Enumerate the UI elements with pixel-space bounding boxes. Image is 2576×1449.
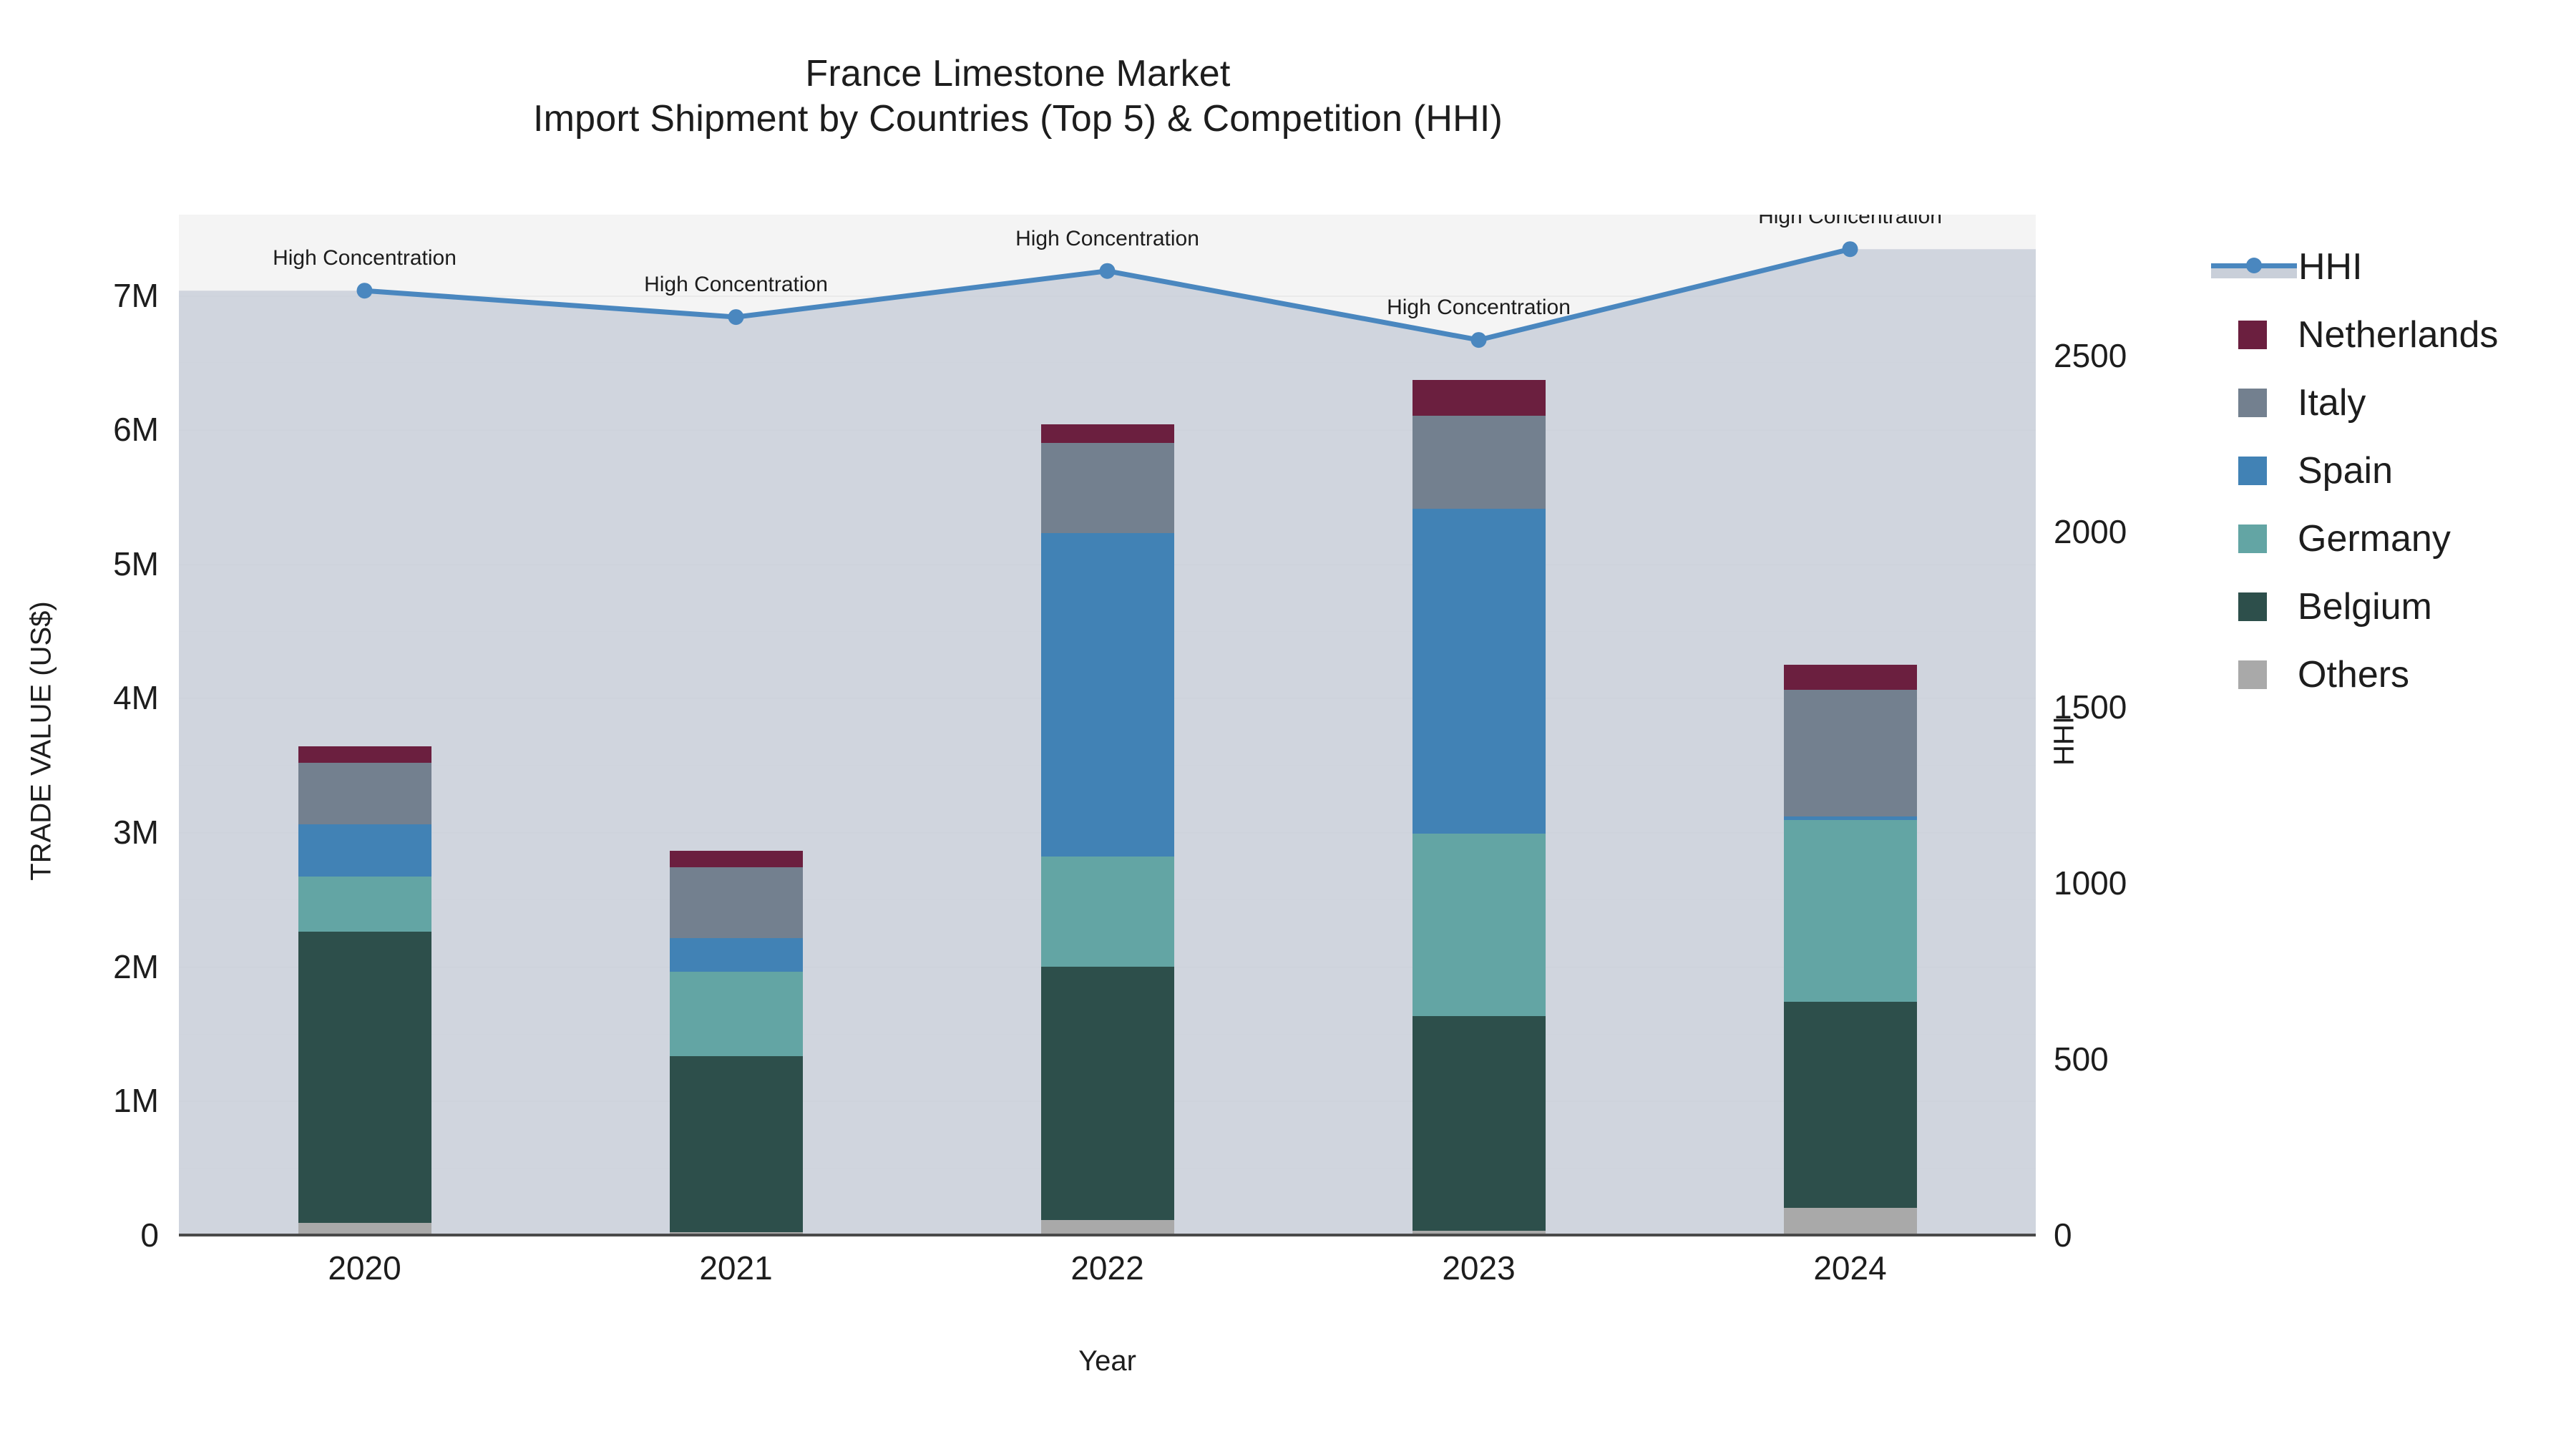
hhi-marker-2020[interactable] xyxy=(356,283,373,299)
legend-swatch-belgium xyxy=(2238,592,2267,621)
y-tick-right-2500: 2500 xyxy=(2054,336,2127,374)
x-axis-line xyxy=(179,1234,2036,1236)
y-tick-left-2M: 2M xyxy=(113,947,159,985)
legend-item-hhi[interactable]: HHI xyxy=(2211,233,2569,301)
bar-segment-italy-2021[interactable] xyxy=(669,867,803,939)
legend-swatch-others xyxy=(2238,660,2267,689)
y-tick-right-500: 500 xyxy=(2054,1040,2109,1078)
y-tick-right-1500: 1500 xyxy=(2054,688,2127,726)
bar-segment-belgium-2022[interactable] xyxy=(1040,966,1174,1221)
legend-label-netherlands: Netherlands xyxy=(2298,313,2499,356)
legend-label-hhi: HHI xyxy=(2298,245,2363,288)
bar-segment-belgium-2024[interactable] xyxy=(1783,1001,1917,1209)
x-tick-2021: 2021 xyxy=(699,1249,773,1287)
x-axis-label: Year xyxy=(1078,1345,1136,1377)
legend-label-italy: Italy xyxy=(2298,381,2366,424)
y-tick-left-7M: 7M xyxy=(113,276,159,314)
annotation-high-concentration-2024: High Concentration xyxy=(1758,215,1942,229)
hhi-line xyxy=(356,241,1858,348)
chart-title-block: France Limestone Market Import Shipment … xyxy=(0,52,2036,142)
annotation-high-concentration-2022: High Concentration xyxy=(1015,226,1199,250)
bar-segment-italy-2020[interactable] xyxy=(298,762,431,824)
y-tick-left-1M: 1M xyxy=(113,1082,159,1120)
y-axis-right-label: HHI xyxy=(2048,716,2080,766)
bar-segment-germany-2023[interactable] xyxy=(1412,833,1546,1017)
bar-group-2024[interactable] xyxy=(1783,215,1917,1235)
y-tick-right-1000: 1000 xyxy=(2054,864,2127,902)
legend-swatch-spain xyxy=(2238,456,2267,485)
bar-segment-italy-2024[interactable] xyxy=(1783,690,1917,816)
bar-segment-netherlands-2024[interactable] xyxy=(1783,664,1917,691)
y-tick-left-3M: 3M xyxy=(113,814,159,852)
bar-group-2023[interactable] xyxy=(1412,215,1546,1235)
bar-segment-italy-2022[interactable] xyxy=(1040,442,1174,533)
bar-segment-spain-2023[interactable] xyxy=(1412,508,1546,834)
y-tick-right-2000: 2000 xyxy=(2054,512,2127,550)
legend-item-italy[interactable]: Italy xyxy=(2211,369,2569,436)
legend-label-germany: Germany xyxy=(2298,517,2451,560)
legend-item-netherlands[interactable]: Netherlands xyxy=(2211,301,2569,369)
hhi-marker-2024[interactable] xyxy=(1842,241,1858,258)
legend-item-others[interactable]: Others xyxy=(2211,640,2569,708)
hhi-line-path xyxy=(362,246,1853,343)
annotation-high-concentration-2023: High Concentration xyxy=(1387,296,1571,320)
bar-segment-netherlands-2022[interactable] xyxy=(1040,424,1174,443)
bar-group-2021[interactable] xyxy=(669,215,803,1235)
legend-item-spain[interactable]: Spain xyxy=(2211,436,2569,504)
hhi-marker-2022[interactable] xyxy=(1099,263,1116,279)
y-tick-left-0: 0 xyxy=(140,1216,159,1254)
bar-segment-netherlands-2023[interactable] xyxy=(1412,379,1546,416)
legend-line-icon xyxy=(2211,253,2297,281)
x-tick-2024: 2024 xyxy=(1813,1249,1887,1287)
plot-area: High Concentration High Concentration High… xyxy=(179,215,2036,1235)
annotation-high-concentration-2021: High Concentration xyxy=(644,273,828,297)
hhi-marker-2021[interactable] xyxy=(728,309,744,326)
bar-segment-germany-2022[interactable] xyxy=(1040,856,1174,967)
y-tick-left-6M: 6M xyxy=(113,411,159,449)
bar-segment-belgium-2021[interactable] xyxy=(669,1056,803,1233)
legend-label-others: Others xyxy=(2298,653,2410,696)
bar-group-2020[interactable] xyxy=(298,215,431,1235)
bar-group-2022[interactable] xyxy=(1040,215,1174,1235)
y-tick-left-4M: 4M xyxy=(113,679,159,717)
y-tick-left-5M: 5M xyxy=(113,545,159,582)
bar-segment-others-2023[interactable] xyxy=(1412,1231,1546,1235)
x-tick-2020: 2020 xyxy=(328,1249,401,1287)
bar-segment-others-2022[interactable] xyxy=(1040,1220,1174,1235)
hhi-marker-2023[interactable] xyxy=(1470,332,1487,348)
y-axis-left-label: TRADE VALUE (US$) xyxy=(25,601,57,881)
chart-subtitle: Import Shipment by Countries (Top 5) & C… xyxy=(532,98,1503,140)
bar-segment-germany-2020[interactable] xyxy=(298,877,431,932)
x-tick-2022: 2022 xyxy=(1070,1249,1144,1287)
bar-segment-others-2020[interactable] xyxy=(298,1223,431,1235)
legend-line-dot-icon xyxy=(2246,257,2262,273)
chart-title: France Limestone Market xyxy=(805,53,1231,94)
legend-area-band xyxy=(2211,268,2297,278)
legend-swatch-germany xyxy=(2238,524,2267,553)
bar-segment-belgium-2023[interactable] xyxy=(1412,1016,1546,1231)
legend-label-spain: Spain xyxy=(2298,449,2393,492)
bar-segment-belgium-2020[interactable] xyxy=(298,931,431,1224)
annotation-high-concentration-2020: High Concentration xyxy=(273,246,457,270)
x-tick-2023: 2023 xyxy=(1442,1249,1516,1287)
legend-swatch-netherlands xyxy=(2238,320,2267,349)
bar-segment-spain-2024[interactable] xyxy=(1783,816,1917,821)
chart-legend: HHI Netherlands Italy Spain Germany Belgium Ot… xyxy=(2211,233,2569,708)
bar-segment-netherlands-2021[interactable] xyxy=(669,851,803,867)
bar-segment-netherlands-2020[interactable] xyxy=(298,746,431,763)
legend-item-belgium[interactable]: Belgium xyxy=(2211,572,2569,640)
y-tick-right-0: 0 xyxy=(2054,1216,2072,1254)
bar-segment-germany-2021[interactable] xyxy=(669,972,803,1057)
legend-swatch-italy xyxy=(2238,388,2267,417)
bar-segment-italy-2023[interactable] xyxy=(1412,416,1546,509)
bar-segment-germany-2024[interactable] xyxy=(1783,820,1917,1002)
bar-segment-others-2024[interactable] xyxy=(1783,1208,1917,1235)
legend-item-germany[interactable]: Germany xyxy=(2211,504,2569,572)
legend-label-belgium: Belgium xyxy=(2298,585,2432,628)
bar-segment-spain-2020[interactable] xyxy=(298,824,431,877)
bar-segment-spain-2022[interactable] xyxy=(1040,532,1174,857)
bar-segment-spain-2021[interactable] xyxy=(669,938,803,972)
